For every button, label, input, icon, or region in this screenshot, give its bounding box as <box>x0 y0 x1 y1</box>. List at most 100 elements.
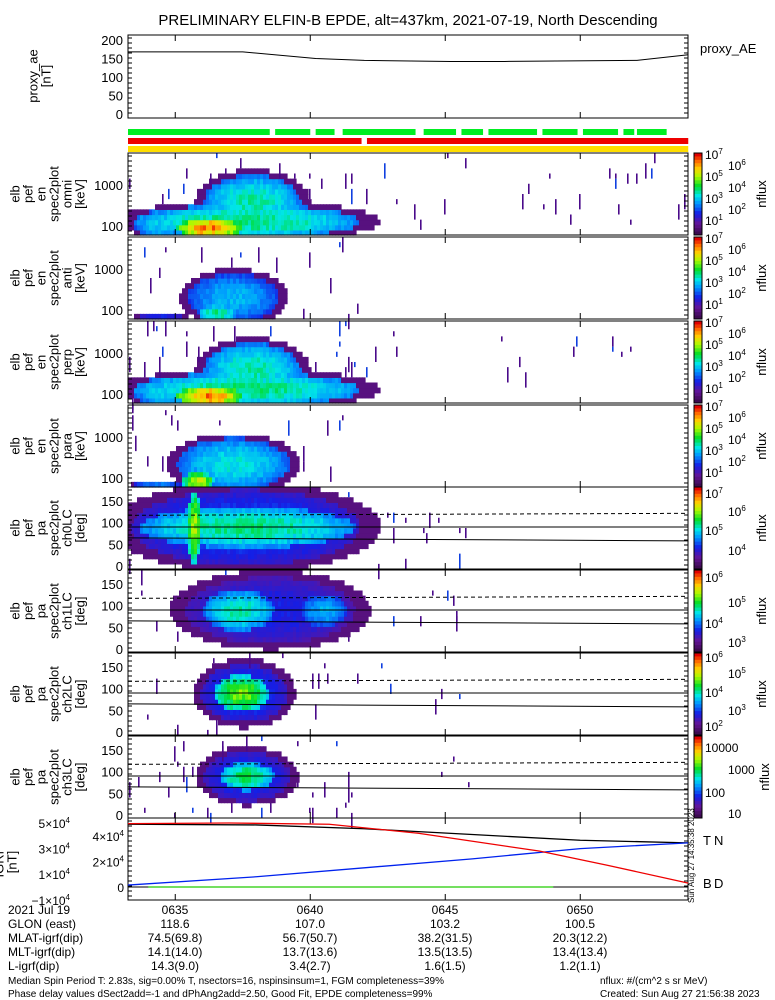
spectrogram-cell <box>134 382 138 389</box>
tick-base: 10 <box>705 254 719 268</box>
spectrogram-cell <box>218 272 222 279</box>
spectrogram-cell <box>269 481 273 488</box>
spectrogram-cell <box>293 605 297 612</box>
spectrogram-cell <box>272 616 276 622</box>
spectrogram-cell <box>182 563 186 570</box>
spectrogram-cell <box>140 214 144 221</box>
colorbar-segment <box>694 375 702 380</box>
spectrogram-cell <box>155 548 159 555</box>
spectrogram-cell <box>242 616 246 622</box>
spectrogram-cell <box>278 303 282 310</box>
spectrogram-cell <box>188 538 192 544</box>
spectrogram-cell <box>275 194 279 200</box>
spectrogram-cell <box>254 341 258 348</box>
spectrogram-cell <box>206 553 210 560</box>
spectrogram-cell <box>362 382 366 389</box>
spectrogram-cell <box>350 522 354 529</box>
spectrogram-cell <box>185 522 189 529</box>
colorbar-segment <box>694 541 702 546</box>
spectrogram-cell <box>236 507 240 514</box>
spectrogram-cell <box>233 517 237 524</box>
spectrogram-cell <box>251 351 255 358</box>
spectrogram-cell <box>302 563 306 570</box>
noise-cell <box>177 420 179 431</box>
spectrogram-cell <box>272 585 276 592</box>
noise-cell <box>396 199 398 205</box>
spectrogram-cell <box>293 471 297 478</box>
spectrogram-cell <box>257 512 261 519</box>
spectrogram-cell <box>257 435 261 442</box>
spectrogram-cell <box>158 548 162 555</box>
spectrogram-cell <box>131 387 135 394</box>
spectrogram-cell <box>296 631 300 638</box>
spectrogram-cell <box>206 543 210 550</box>
spectrogram-cell <box>161 543 165 550</box>
spectrogram-cell <box>260 451 264 457</box>
spectrogram-cell <box>281 570 285 576</box>
spectrogram-cell <box>206 704 210 710</box>
spectrogram-cell <box>215 346 219 353</box>
spectrogram-cell <box>200 673 204 680</box>
spectrogram-cell <box>206 283 210 289</box>
spectrogram-cell <box>266 298 270 305</box>
spectrogram-cell <box>344 224 348 231</box>
spectrogram-cell <box>218 194 222 200</box>
spectrogram-cell <box>350 517 354 524</box>
spectrogram-cell <box>296 194 300 200</box>
spectrogram-cell <box>206 382 210 389</box>
spectrogram-cell <box>227 178 231 185</box>
spectrogram-cell <box>335 533 339 539</box>
spectrogram-cell <box>215 476 219 483</box>
spectrogram-cell <box>230 590 234 597</box>
spectrogram-cell <box>275 224 279 231</box>
noise-cell <box>213 326 215 342</box>
spectrogram-cell <box>254 387 258 394</box>
spectrogram-cell <box>239 397 243 404</box>
spectrogram-cell <box>275 183 279 190</box>
spectrogram-cell <box>167 558 171 565</box>
spectrogram-cell <box>272 487 276 493</box>
spectrogram-cell <box>284 397 288 404</box>
spectrogram-cell <box>242 382 246 389</box>
colorbar-tick-label: 101 <box>705 297 723 312</box>
spectrogram-cell <box>287 558 291 565</box>
spectrogram-cell <box>287 631 291 638</box>
spectrogram-cell <box>266 600 270 607</box>
spectrogram-cell <box>299 605 303 612</box>
spectrogram-cell <box>191 538 195 544</box>
spectrogram-cell <box>269 346 273 353</box>
spectrogram-cell <box>356 548 360 555</box>
spectrogram-cell <box>197 517 201 524</box>
spectrogram-cell <box>230 397 234 404</box>
spectrogram-cell <box>269 188 273 195</box>
spectrogram-cell <box>242 471 246 478</box>
spectrogram-cell <box>200 605 204 612</box>
spectrogram-cell <box>134 538 138 544</box>
spectrogram-cell <box>308 595 312 602</box>
tick-base: 10 <box>728 159 742 173</box>
spectrogram-cell <box>278 611 282 617</box>
spectrogram-cell <box>206 362 210 368</box>
spectrogram-cell <box>245 476 249 483</box>
spectrogram-cell <box>227 626 231 633</box>
spectrogram-cell <box>230 346 234 353</box>
spectrogram-cell <box>218 204 222 210</box>
spectrogram-cell <box>230 580 234 586</box>
spectrogram-cell <box>158 538 162 544</box>
spectrogram-cell <box>242 199 246 205</box>
spectrogram-cell <box>251 346 255 353</box>
axis-label-line: [keV] <box>73 347 88 377</box>
spectrogram-cell <box>239 714 243 721</box>
spectrogram-cell <box>254 471 258 478</box>
noise-cell <box>276 257 278 273</box>
spectrogram-cell <box>365 392 369 399</box>
spectrogram-cell <box>266 621 270 627</box>
spectrogram-cell <box>200 382 204 389</box>
spectrogram-cell <box>356 538 360 544</box>
spectrogram-cell <box>338 517 342 524</box>
colorbar-segment <box>694 372 702 377</box>
spectrogram-cell <box>215 714 219 721</box>
spectrogram-cell <box>149 313 153 320</box>
spectrogram-cell <box>254 600 258 607</box>
spectrogram-cell <box>191 219 195 226</box>
